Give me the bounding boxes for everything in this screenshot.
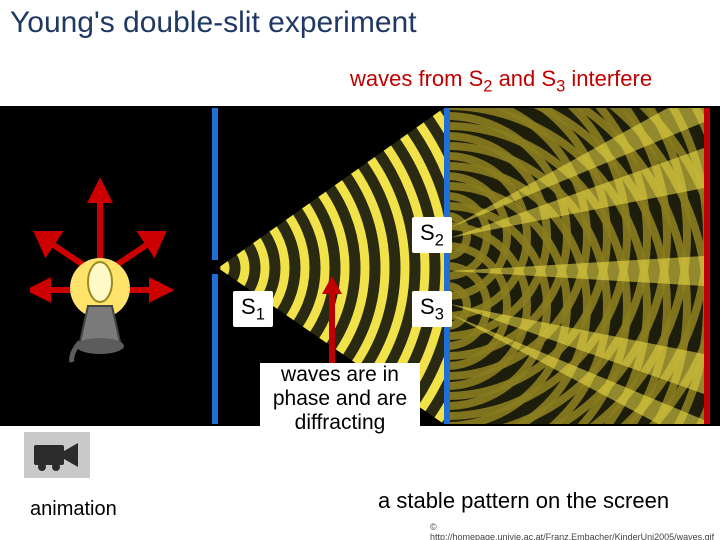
image-credit: © http://homepage.univie.ac.at/Franz.Emb…: [430, 522, 720, 540]
interference-caption: waves from S2 and S3 interfere: [350, 66, 652, 96]
slit-label-s1: S1: [233, 291, 273, 327]
barrier-double-slit-bottom: [444, 310, 450, 424]
camera-icon: [32, 439, 82, 471]
phase-arrow-icon: [320, 274, 344, 374]
wave-region-double-slit: [450, 108, 704, 424]
barrier-single-slit-top: [212, 108, 218, 260]
barrier-double-slit-top: [444, 108, 450, 228]
animation-button[interactable]: [24, 432, 90, 478]
lamp-icon: [30, 166, 190, 376]
phase-caption: waves are inphase and arediffracting: [260, 363, 420, 435]
screen-caption: a stable pattern on the screen: [378, 488, 669, 514]
slide-root: Young's double-slit experiment waves fro…: [0, 0, 720, 540]
animation-label: animation: [30, 498, 117, 521]
slit-label-s3: S3: [412, 291, 452, 327]
detection-screen: [704, 108, 710, 424]
slit-label-s2: S2: [412, 217, 452, 253]
barrier-single-slit-bottom: [212, 274, 218, 424]
page-title: Young's double-slit experiment: [10, 6, 417, 40]
